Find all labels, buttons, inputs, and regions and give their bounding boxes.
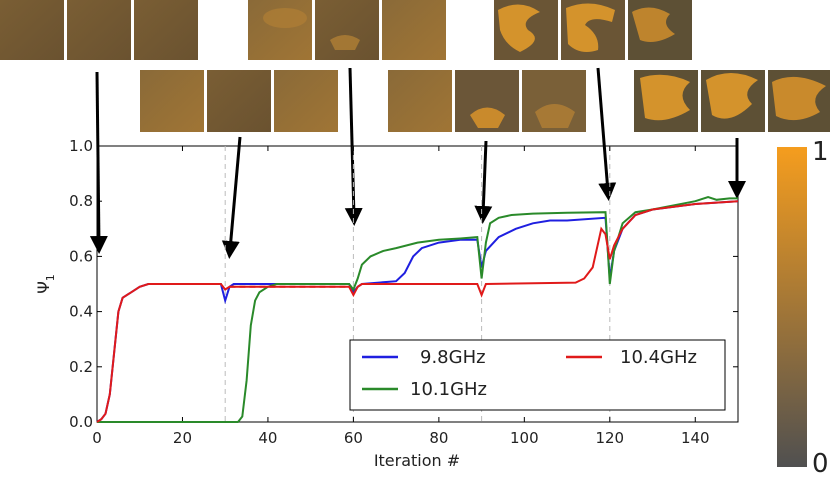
series-lines: [96, 196, 739, 423]
x-tick-label: 40: [258, 429, 277, 447]
thumbnail-feature: [640, 74, 690, 121]
thumbnail-feature: [632, 7, 675, 43]
thumbnail: [274, 70, 338, 132]
y-tick-label: 0.4: [69, 303, 93, 321]
arrow: [221, 136, 242, 259]
thumbnail-feature: [706, 73, 758, 119]
x-tick-label: 60: [344, 429, 363, 447]
thumbnail: [207, 70, 271, 132]
y-axis-label: Ψ1: [34, 274, 57, 294]
thumbnail-feature: [263, 8, 307, 28]
thumbnail-feature: [566, 3, 615, 53]
thumbnail: [388, 70, 452, 132]
thumbnail: [67, 0, 131, 60]
x-tick-label: 100: [510, 429, 539, 447]
plot-frame: [96, 145, 739, 423]
y-tick-label: 0.2: [69, 358, 93, 376]
x-tick-label: 120: [595, 429, 624, 447]
x-tick-label: 80: [429, 429, 448, 447]
x-tick-label: 140: [681, 429, 710, 447]
colorbar: 1 0: [777, 137, 829, 479]
y-tick-label: 0.0: [69, 413, 93, 431]
thumbnail: [134, 0, 198, 60]
series-line-10-4ghz: [96, 200, 739, 423]
thumbnail-feature: [498, 4, 540, 52]
thumbnail-feature: [330, 35, 360, 50]
thumbnail: [382, 0, 446, 60]
thumbnail: [140, 70, 204, 132]
legend-label-9-8: 9.8GHz: [420, 347, 486, 368]
thumbnail-feature: [470, 107, 505, 128]
legend: 9.8GHz 10.4GHz 10.1GHz: [349, 339, 726, 411]
y-tick-label: 0.8: [69, 192, 93, 210]
thumbnail-feature: [772, 76, 826, 121]
x-axis-label: Iteration #: [374, 451, 460, 470]
y-axis-label-symbol: Ψ: [34, 281, 53, 294]
colorbar-max-label: 1: [812, 137, 829, 167]
arrow: [474, 140, 493, 224]
event-arrows: [89, 67, 746, 259]
thumbnail: [315, 0, 379, 60]
arrow: [596, 67, 617, 201]
legend-label-10-1: 10.1GHz: [410, 379, 487, 400]
thumbnail: [0, 0, 64, 60]
legend-label-10-4: 10.4GHz: [620, 347, 697, 368]
y-tick-label: 1.0: [69, 137, 93, 155]
thumbnail-feature: [535, 104, 575, 128]
y-tick-label: 0.6: [69, 247, 93, 265]
x-tick-label: 20: [173, 429, 192, 447]
thumbnails-top-row: [0, 0, 692, 60]
plot-area: 0 20 40 60 80 100 120 140 0.0 0.2 0.4 0.6 0.8 1.0: [69, 137, 739, 447]
thumbnails-second-row: [140, 70, 830, 132]
colorbar-min-label: 0: [812, 449, 829, 479]
colorbar-gradient: [777, 147, 807, 467]
x-tick-label: 0: [92, 429, 102, 447]
y-axis-label-subscript: 1: [44, 274, 57, 281]
legend-box: [349, 339, 726, 411]
arrow: [89, 71, 108, 254]
axis-ticks: 0 20 40 60 80 100 120 140 0.0 0.2 0.4 0.6 0.8 1.0: [69, 137, 738, 447]
